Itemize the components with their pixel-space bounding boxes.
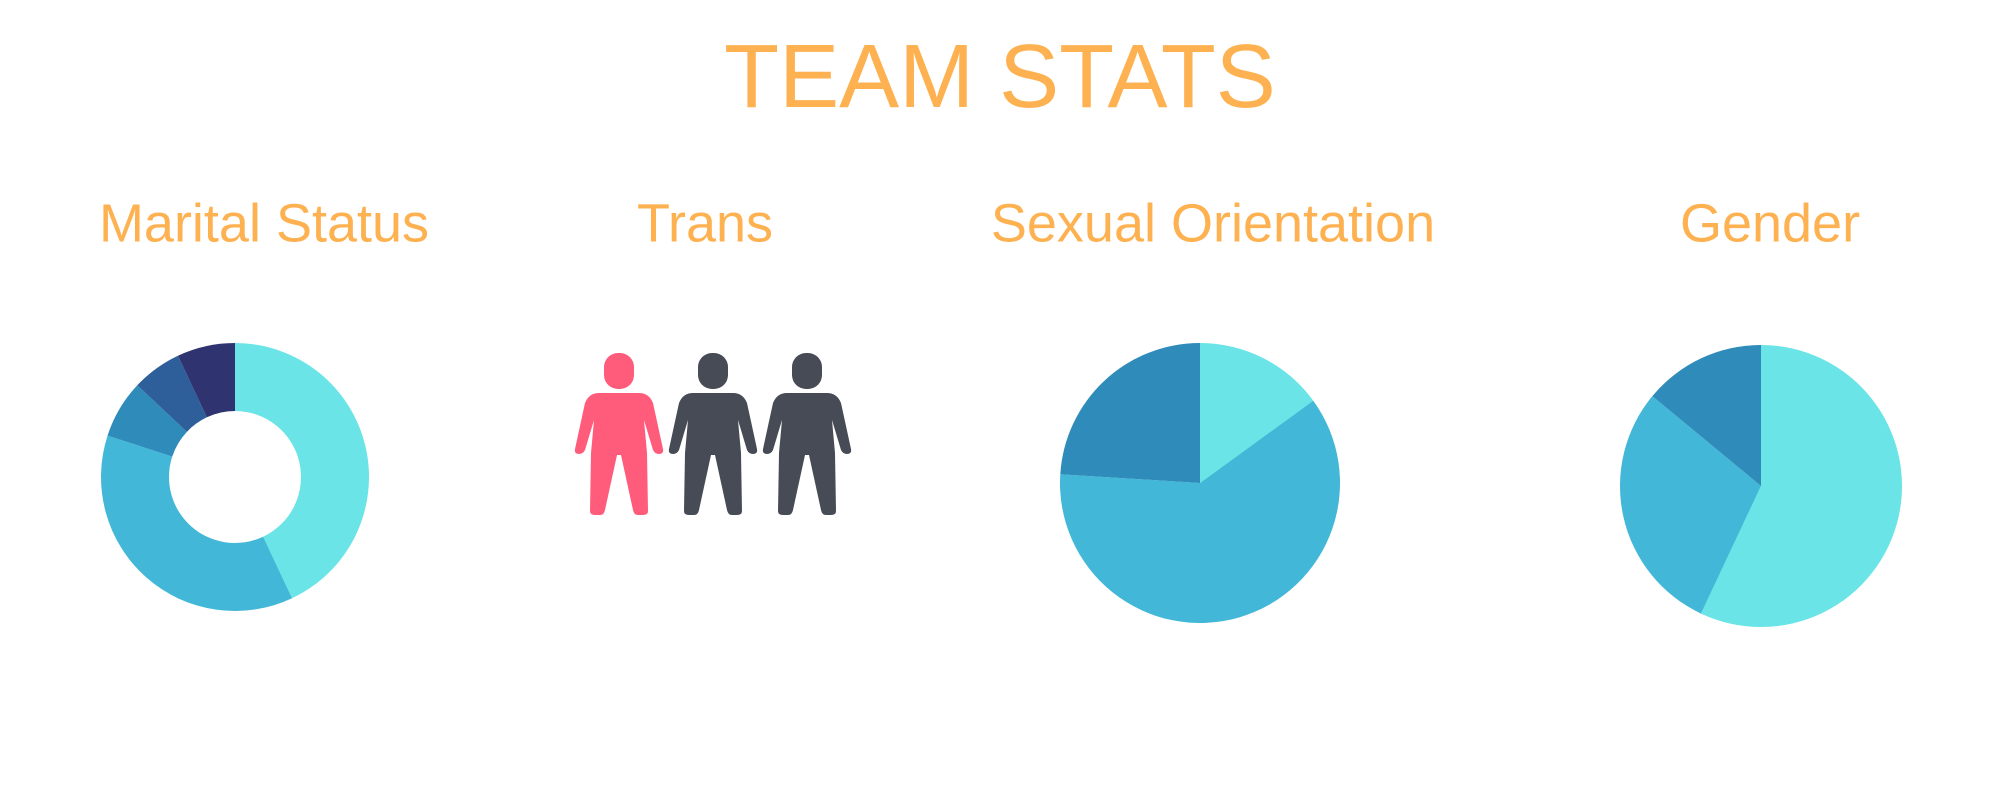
person-head bbox=[604, 353, 634, 389]
chart-title: Marital Status bbox=[99, 193, 429, 253]
person-body bbox=[762, 393, 852, 515]
donut-slice bbox=[137, 355, 207, 432]
pie-slice bbox=[1060, 343, 1200, 483]
donut-slice bbox=[177, 343, 235, 418]
person-head bbox=[698, 353, 728, 389]
person-icon bbox=[762, 353, 852, 515]
donut-slice bbox=[235, 343, 369, 599]
person-body bbox=[668, 393, 758, 515]
person-icon bbox=[668, 353, 758, 515]
donut-slice bbox=[107, 385, 187, 457]
chart-title: Sexual Orientation bbox=[991, 193, 1435, 253]
donut-slice bbox=[100, 435, 293, 612]
person-icon bbox=[574, 353, 664, 515]
person-head bbox=[792, 353, 822, 389]
pie-slice bbox=[1700, 345, 1902, 627]
pie-slice bbox=[1620, 396, 1761, 614]
pie-slice bbox=[1060, 400, 1340, 623]
pie-slice bbox=[1200, 343, 1314, 483]
page-title: TEAM STATS bbox=[724, 27, 1276, 127]
person-body bbox=[574, 393, 664, 515]
chart-title: Gender bbox=[1680, 193, 1860, 253]
pie-slice bbox=[1652, 345, 1761, 486]
chart-title: Trans bbox=[637, 193, 773, 253]
